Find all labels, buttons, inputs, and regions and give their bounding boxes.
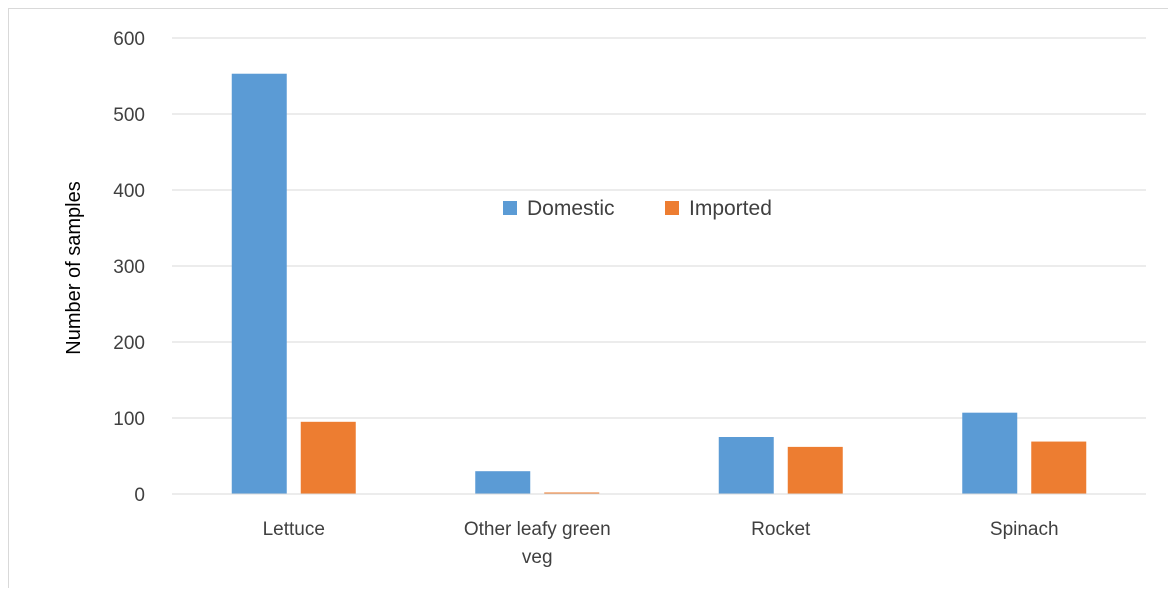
- category-label: Rocket: [751, 519, 811, 540]
- y-tick-label: 600: [113, 29, 145, 50]
- y-tick-label: 200: [113, 333, 145, 354]
- bar-domestic: [231, 73, 287, 494]
- bar-domestic: [718, 437, 774, 494]
- gridlines: [172, 37, 1146, 419]
- category-labels: Lettuce Other leafy green veg Rocket Spinach: [263, 519, 1059, 568]
- legend-swatch-imported: [665, 201, 679, 215]
- category-label: Lettuce: [263, 519, 325, 540]
- bar-domestic: [475, 471, 531, 494]
- bar-domestic: [962, 412, 1018, 494]
- y-axis-title: Number of samples: [63, 181, 85, 354]
- bar-imported: [300, 421, 356, 494]
- category-label: Spinach: [990, 519, 1059, 540]
- legend-swatch-domestic: [503, 201, 517, 215]
- bars: [231, 73, 1087, 494]
- legend: Domestic Imported: [503, 197, 772, 220]
- bar-imported: [544, 492, 600, 494]
- bar-imported: [1031, 441, 1087, 494]
- bar-imported: [787, 446, 843, 494]
- chart-frame: [8, 8, 1168, 588]
- y-tick-label: 400: [113, 181, 145, 202]
- category-label: Other leafy green veg: [464, 519, 611, 568]
- y-tick-label: 0: [134, 485, 145, 506]
- legend-label-domestic: Domestic: [527, 197, 615, 220]
- y-tick-label: 500: [113, 105, 145, 126]
- y-axis-ticks: 0 100 200 300 400 500 600: [113, 29, 145, 506]
- y-tick-label: 300: [113, 257, 145, 278]
- legend-label-imported: Imported: [689, 197, 772, 220]
- y-tick-label: 100: [113, 409, 145, 430]
